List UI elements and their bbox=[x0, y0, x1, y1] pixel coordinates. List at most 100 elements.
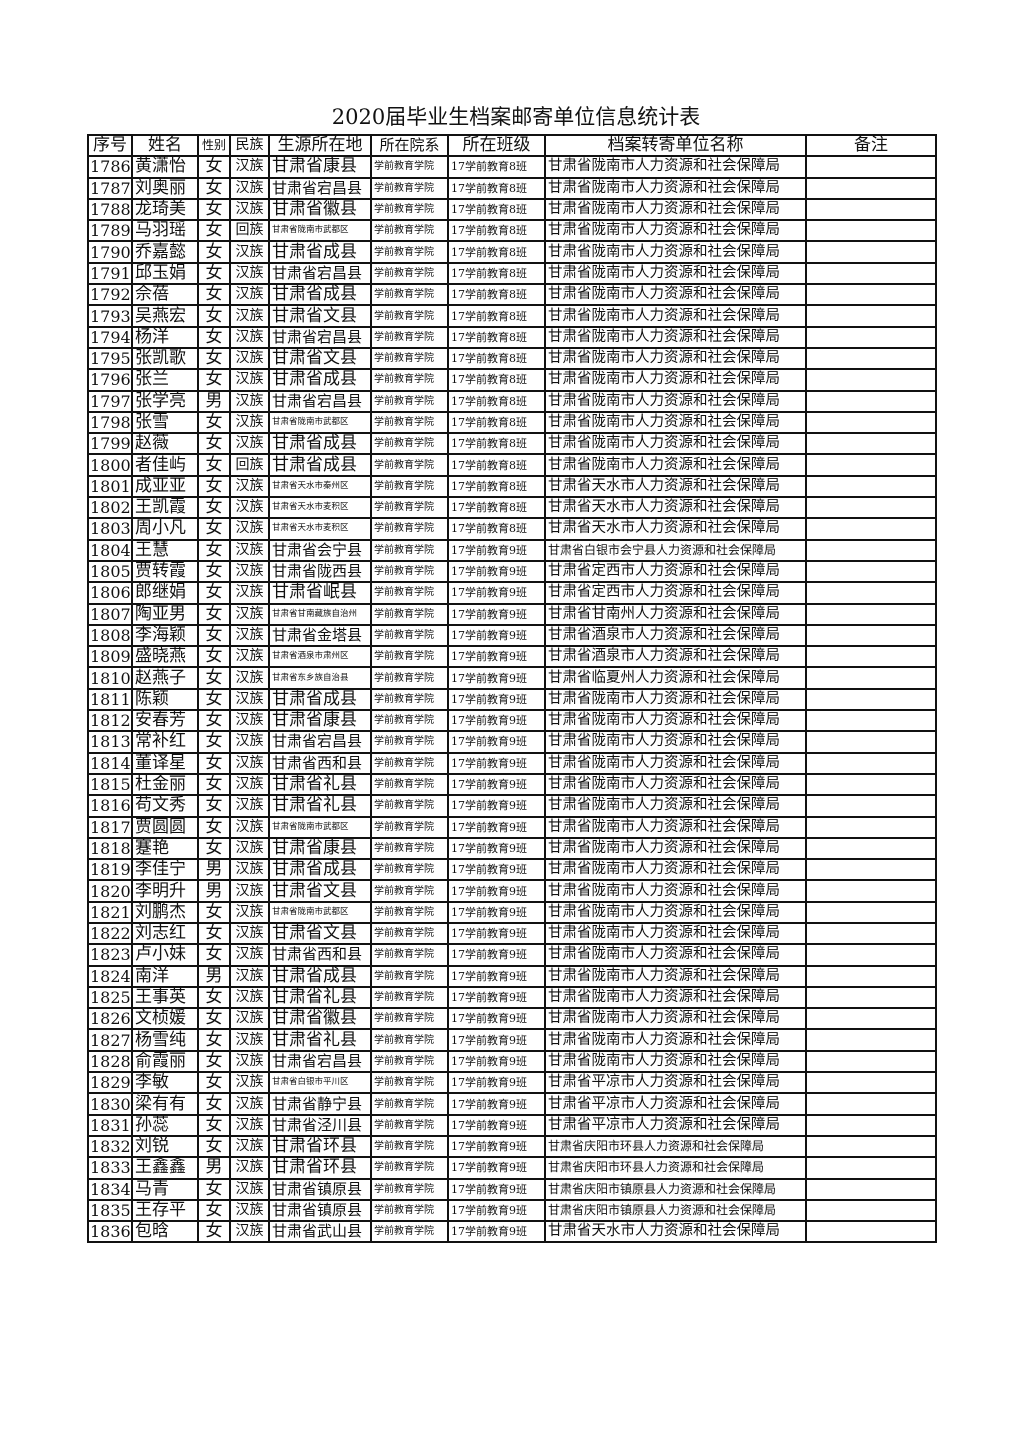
cell-origin: 甘肃省天水市麦积区 bbox=[268, 496, 372, 520]
cell-origin: 甘肃省徽县 bbox=[268, 197, 372, 222]
table-row: 1790 乔嘉懿女汉族 甘肃省成县 学前教育学院 17学前教育8班 甘肃省陇南市人力资源和… bbox=[87, 240, 937, 264]
table-row: 1802 王凯霞女汉族 甘肃省天水市麦积区 学前教育学院 17学前教育8班 甘肃省天水市人… bbox=[87, 496, 937, 520]
cell-archive-unit: 甘肃省天水市人力资源和社会保障局 bbox=[544, 1220, 807, 1244]
cell-department: 学前教育学院 bbox=[370, 581, 449, 605]
cell-remarks bbox=[805, 879, 937, 903]
col-header-gender: 性别 bbox=[197, 133, 231, 158]
table-row: 1825 王事英女汉族 甘肃省礼县 学前教育学院 17学前教育9班 甘肃省陇南市人力资源和… bbox=[87, 985, 937, 1010]
cell-origin: 甘肃省陇南市武都区 bbox=[268, 900, 372, 924]
cell-class: 17学前教育8班 bbox=[447, 368, 546, 392]
table-row: 1830 梁有有女汉族 甘肃省静宁县 学前教育学院 17学前教育9班 甘肃省平凉市人力资源… bbox=[87, 1092, 937, 1116]
cell-remarks bbox=[805, 474, 937, 499]
cell-remarks bbox=[805, 197, 937, 222]
cell-class: 17学前教育9班 bbox=[447, 836, 546, 861]
cell-ethnicity: 汉族 bbox=[229, 1092, 270, 1116]
cell-remarks bbox=[805, 1007, 937, 1031]
cell-remarks bbox=[805, 304, 937, 328]
cell-remarks bbox=[805, 283, 937, 307]
cell-name: 张学亮 bbox=[131, 389, 199, 413]
cell-class: 17学前教育9班 bbox=[447, 943, 546, 967]
cell-remarks bbox=[805, 623, 937, 648]
cell-archive-unit: 甘肃省陇南市人力资源和社会保障局 bbox=[544, 815, 807, 839]
cell-remarks bbox=[805, 1198, 937, 1223]
cell-department: 学前教育学院 bbox=[370, 432, 449, 456]
table-row: 1804 王慧女汉族 甘肃省会宁县 学前教育学院 17学前教育9班 甘肃省白银市会宁县人力… bbox=[87, 538, 937, 562]
cell-archive-unit: 甘肃省陇南市人力资源和社会保障局 bbox=[544, 879, 807, 903]
cell-archive-unit: 甘肃省庆阳市镇原县人力资源和社会保障局 bbox=[544, 1177, 807, 1201]
table-row: 1791 邱玉娟女汉族 甘肃省宕昌县 学前教育学院 17学前教育8班 甘肃省陇南市人力资源… bbox=[87, 261, 937, 286]
cell-archive-unit: 甘肃省陇南市人力资源和社会保障局 bbox=[544, 346, 807, 371]
cell-ethnicity: 汉族 bbox=[229, 517, 270, 541]
cell-department: 学前教育学院 bbox=[370, 283, 449, 307]
cell-remarks bbox=[805, 410, 937, 435]
col-header-ethnicity: 民族 bbox=[229, 133, 270, 158]
table-row: 1821 刘鹏杰女汉族 甘肃省陇南市武都区 学前教育学院 17学前教育9班 甘肃省陇南市人… bbox=[87, 900, 937, 924]
cell-index: 1816 bbox=[87, 794, 133, 818]
cell-origin: 甘肃省康县 bbox=[268, 155, 372, 179]
cell-class: 17学前教育9班 bbox=[447, 1007, 546, 1031]
table-row: 1800 者佳屿女回族 甘肃省成县 学前教育学院 17学前教育8班 甘肃省陇南市人力资源和… bbox=[87, 453, 937, 477]
cell-department: 学前教育学院 bbox=[370, 943, 449, 967]
cell-class: 17学前教育8班 bbox=[447, 432, 546, 456]
cell-department: 学前教育学院 bbox=[370, 453, 449, 477]
cell-gender: 女 bbox=[197, 730, 231, 754]
table-row: 1823 卢小妹女汉族 甘肃省西和县 学前教育学院 17学前教育9班 甘肃省陇南市人力资源… bbox=[87, 943, 937, 967]
cell-origin: 甘肃省康县 bbox=[268, 709, 372, 733]
cell-archive-unit: 甘肃省平凉市人力资源和社会保障局 bbox=[544, 1092, 807, 1116]
cell-index: 1791 bbox=[87, 261, 133, 286]
cell-name: 刘锐 bbox=[131, 1134, 199, 1159]
table-row: 1793 吴燕宏女汉族 甘肃省文县 学前教育学院 17学前教育8班 甘肃省陇南市人力资源和… bbox=[87, 304, 937, 328]
cell-archive-unit: 甘肃省陇南市人力资源和社会保障局 bbox=[544, 730, 807, 754]
cell-archive-unit: 甘肃省陇南市人力资源和社会保障局 bbox=[544, 410, 807, 435]
cell-gender: 女 bbox=[197, 261, 231, 286]
cell-gender: 女 bbox=[197, 176, 231, 200]
cell-index: 1829 bbox=[87, 1071, 133, 1095]
table-row: 1817 贾圆圆女汉族 甘肃省陇南市武都区 学前教育学院 17学前教育9班 甘肃省陇南市人… bbox=[87, 815, 937, 839]
cell-archive-unit: 甘肃省陇南市人力资源和社会保障局 bbox=[544, 1028, 807, 1052]
cell-origin: 甘肃省东乡族自治县 bbox=[268, 666, 372, 690]
cell-archive-unit: 甘肃省庆阳市环县人力资源和社会保障局 bbox=[544, 1156, 807, 1180]
cell-origin: 甘肃省陇南市武都区 bbox=[268, 219, 372, 243]
cell-department: 学前教育学院 bbox=[370, 964, 449, 988]
cell-department: 学前教育学院 bbox=[370, 751, 449, 775]
cell-department: 学前教育学院 bbox=[370, 1007, 449, 1031]
table-row: 1789 马羽瑶女回族 甘肃省陇南市武都区 学前教育学院 17学前教育8班 甘肃省陇南市人… bbox=[87, 219, 937, 243]
cell-name: 马羽瑶 bbox=[131, 219, 199, 243]
cell-name: 吴燕宏 bbox=[131, 304, 199, 328]
cell-remarks bbox=[805, 772, 937, 797]
cell-class: 17学前教育8班 bbox=[447, 155, 546, 179]
cell-archive-unit: 甘肃省陇南市人力资源和社会保障局 bbox=[544, 1049, 807, 1074]
cell-origin: 甘肃省宕昌县 bbox=[268, 176, 372, 200]
cell-department: 学前教育学院 bbox=[370, 794, 449, 818]
table-row: 1820 李明升男汉族 甘肃省文县 学前教育学院 17学前教育9班 甘肃省陇南市人力资源和… bbox=[87, 879, 937, 903]
cell-department: 学前教育学院 bbox=[370, 900, 449, 924]
table-row: 1809 盛晓燕女汉族 甘肃省酒泉市肃州区 学前教育学院 17学前教育9班 甘肃省酒泉市人… bbox=[87, 645, 937, 669]
cell-archive-unit: 甘肃省甘南州人力资源和社会保障局 bbox=[544, 602, 807, 626]
cell-gender: 男 bbox=[197, 879, 231, 903]
cell-archive-unit: 甘肃省陇南市人力资源和社会保障局 bbox=[544, 197, 807, 222]
cell-archive-unit: 甘肃省陇南市人力资源和社会保障局 bbox=[544, 943, 807, 967]
cell-gender: 女 bbox=[197, 1198, 231, 1223]
cell-ethnicity: 汉族 bbox=[229, 368, 270, 392]
cell-index: 1810 bbox=[87, 666, 133, 690]
cell-origin: 甘肃省文县 bbox=[268, 921, 372, 946]
cell-archive-unit: 甘肃省天水市人力资源和社会保障局 bbox=[544, 474, 807, 499]
cell-origin: 甘肃省徽县 bbox=[268, 1007, 372, 1031]
cell-name: 常补红 bbox=[131, 730, 199, 754]
cell-ethnicity: 汉族 bbox=[229, 921, 270, 946]
cell-ethnicity: 汉族 bbox=[229, 985, 270, 1010]
cell-department: 学前教育学院 bbox=[370, 219, 449, 243]
cell-remarks bbox=[805, 964, 937, 988]
cell-origin: 甘肃省成县 bbox=[268, 964, 372, 988]
cell-gender: 女 bbox=[197, 602, 231, 626]
cell-ethnicity: 汉族 bbox=[229, 1007, 270, 1031]
cell-remarks bbox=[805, 219, 937, 243]
cell-ethnicity: 汉族 bbox=[229, 432, 270, 456]
cell-index: 1789 bbox=[87, 219, 133, 243]
table-row: 1788 龙琦美女汉族 甘肃省徽县 学前教育学院 17学前教育8班 甘肃省陇南市人力资源和… bbox=[87, 197, 937, 222]
cell-remarks bbox=[805, 602, 937, 626]
table-row: 1799 赵薇女汉族 甘肃省成县 学前教育学院 17学前教育8班 甘肃省陇南市人力资源和社… bbox=[87, 432, 937, 456]
cell-index: 1817 bbox=[87, 815, 133, 839]
cell-index: 1800 bbox=[87, 453, 133, 477]
cell-gender: 女 bbox=[197, 943, 231, 967]
